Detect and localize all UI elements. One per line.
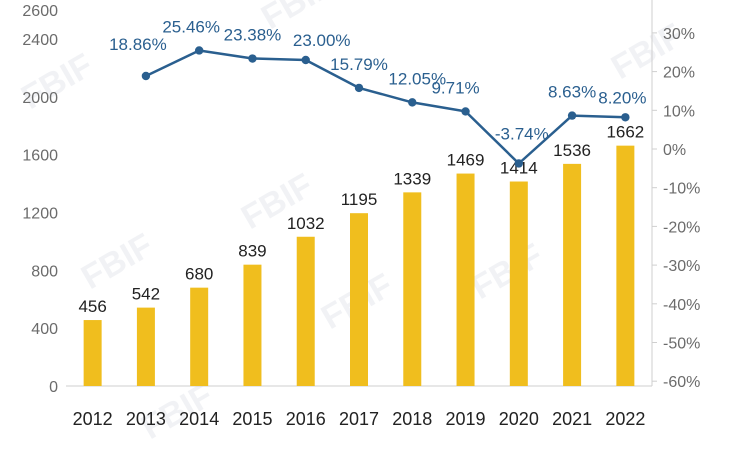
y-right-tick-label: 0% — [663, 142, 686, 159]
bar-label-2012: 456 — [78, 297, 106, 316]
growth-label-2016: 23.00% — [293, 31, 351, 50]
growth-point-2013 — [141, 71, 151, 81]
x-tick-label-2021: 2021 — [552, 409, 592, 429]
growth-label-2020: -3.74% — [495, 124, 549, 143]
bar-label-2021: 1536 — [553, 141, 591, 160]
y-left-tick-label: 2000 — [22, 90, 58, 107]
bar-2015 — [243, 264, 262, 386]
bar-label-2016: 1032 — [287, 214, 325, 233]
bar-label-2017: 1195 — [341, 190, 378, 209]
growth-line-series — [141, 46, 630, 168]
growth-point-2019 — [461, 107, 470, 116]
bar-2016 — [296, 236, 315, 386]
bar-label-2019: 1469 — [447, 151, 485, 170]
y-right-tick-label: -10% — [663, 181, 700, 198]
growth-point-2021 — [567, 111, 577, 120]
growth-point-2016 — [301, 55, 310, 65]
x-tick-label-2015: 2015 — [232, 409, 272, 429]
bar-2020 — [509, 181, 528, 386]
bar-2021 — [563, 163, 582, 386]
x-tick-label-2013: 2013 — [126, 409, 166, 429]
growth-label-2017: 15.79% — [330, 55, 388, 74]
x-tick-label-2022: 2022 — [605, 409, 645, 429]
bar-label-2013: 542 — [132, 285, 160, 304]
bar-label-2015: 839 — [238, 242, 266, 261]
y-right-tick-label: 10% — [663, 103, 695, 120]
bar-label-2022: 1662 — [606, 123, 644, 142]
watermark-text: FBIF — [465, 236, 549, 307]
y-right-tick-label: 20% — [663, 65, 695, 82]
bar-2012 — [83, 320, 102, 386]
y-right-tick-label: -50% — [663, 336, 700, 353]
growth-point-2022 — [621, 113, 630, 122]
growth-labels: 18.86%25.46% 23.38% 23.00% 15.79%12.05%9.71… — [109, 17, 646, 143]
bar-2022 — [616, 145, 635, 386]
bar-2017 — [350, 213, 368, 386]
growth-line — [145, 49, 626, 165]
growth-label-2021: 8.63% — [548, 83, 596, 102]
y-left-tick-label: 2600 — [22, 3, 58, 20]
y-right-tick-label: -40% — [663, 297, 700, 314]
growth-point-2014 — [194, 46, 204, 55]
growth-label-2019: 9.71% — [431, 78, 479, 97]
growth-label-2014: 25.46% — [162, 17, 220, 36]
bar-2014 — [190, 287, 209, 386]
x-tick-label-2014: 2014 — [179, 409, 219, 429]
bar-2013 — [136, 307, 155, 386]
x-tick-label-2019: 2019 — [446, 409, 486, 429]
y-right-tick-label: -20% — [663, 219, 700, 236]
growth-point-2017 — [354, 83, 364, 93]
growth-point-2015 — [248, 54, 257, 63]
y-right-tick-label: 30% — [663, 26, 695, 43]
x-tick-label-2012: 2012 — [73, 409, 113, 429]
x-tick-label-2020: 2020 — [499, 409, 539, 429]
y-left-tick-label: 1200 — [22, 205, 58, 222]
left-axis: 0 400 800 1200 1600 2000 2400 2600 — [22, 3, 58, 396]
bar-2018 — [403, 192, 422, 386]
bar-series — [83, 145, 635, 386]
growth-label-2022: 8.20% — [598, 88, 646, 107]
y-left-tick-label: 1600 — [22, 148, 58, 165]
growth-point-2020 — [514, 159, 524, 168]
y-left-tick-label: 400 — [31, 321, 58, 338]
y-left-tick-label: 0 — [49, 379, 58, 396]
y-left-tick-label: 2400 — [22, 32, 58, 49]
growth-label-2015: 23.38% — [224, 26, 282, 45]
growth-label-2018: 12.05% — [388, 69, 446, 88]
y-left-tick-label: 800 — [31, 263, 58, 280]
bar-labels: 456 542 680 839 1032 1195 1339 1469 1414 1536 1662 — [78, 123, 644, 316]
right-axis: -60% -50% -40% -30% -20% -10% 0% 10% 20% 30% — [652, 26, 700, 391]
bar-label-2014: 680 — [185, 265, 213, 284]
x-axis: 2012 2013 2014 2015 2016 2017 2018 2019 2020 2021… — [73, 409, 646, 429]
y-right-tick-label: -60% — [663, 374, 700, 391]
bar-label-2020: 1414 — [500, 159, 538, 178]
bar-label-2018: 1339 — [393, 169, 431, 188]
growth-point-2018 — [408, 98, 417, 107]
x-tick-label-2016: 2016 — [286, 409, 326, 429]
x-tick-label-2018: 2018 — [392, 409, 432, 429]
x-tick-label-2017: 2017 — [339, 409, 379, 429]
y-right-tick-label: -30% — [663, 258, 700, 275]
bar-2019 — [456, 173, 475, 386]
growth-label-2013: 18.86% — [109, 35, 167, 54]
